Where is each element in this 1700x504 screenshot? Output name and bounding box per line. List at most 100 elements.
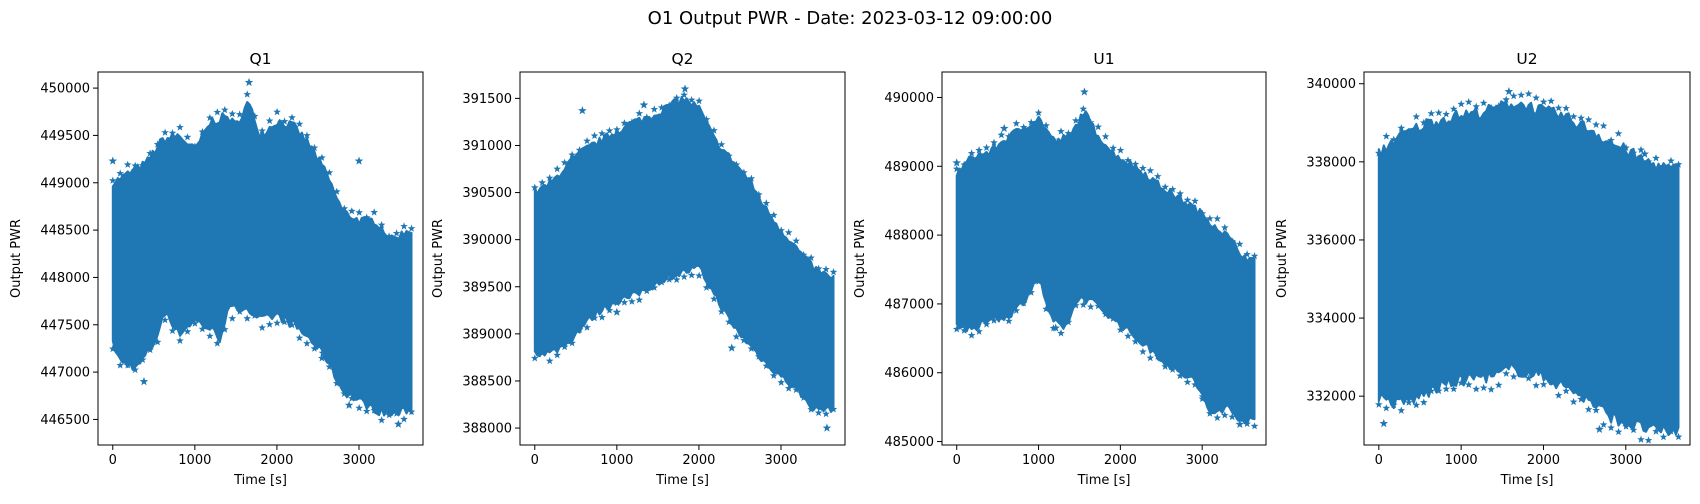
scatter-point xyxy=(1614,427,1623,436)
scatter-point xyxy=(1109,144,1117,152)
scatter-point xyxy=(1659,433,1668,441)
scatter-point xyxy=(1154,352,1162,360)
scatter-point xyxy=(288,113,296,121)
scatter-markers xyxy=(531,84,838,432)
scatter-point xyxy=(545,174,554,182)
y-tick-label: 340000 xyxy=(1306,77,1356,92)
scatter-point xyxy=(755,190,763,198)
scatter-point xyxy=(243,90,251,98)
scatter-point xyxy=(1640,149,1649,158)
scatter-point xyxy=(348,394,356,402)
scatter-point xyxy=(643,113,651,121)
scatter-markers xyxy=(952,87,1259,430)
scatter-point xyxy=(578,106,587,115)
scatter-point xyxy=(1161,183,1169,191)
scatter-point xyxy=(221,325,229,333)
scatter-point xyxy=(1629,426,1638,434)
scatter-point xyxy=(1034,277,1043,285)
scatter-point xyxy=(1243,419,1251,428)
scatter-point xyxy=(672,275,681,283)
scatter-point xyxy=(1146,166,1155,174)
scatter-point xyxy=(1228,237,1236,245)
subplot-title: U1 xyxy=(1093,50,1114,68)
scatter-point xyxy=(1198,209,1207,217)
scatter-point xyxy=(1086,302,1095,311)
y-tick-label: 447000 xyxy=(40,366,90,381)
scatter-point xyxy=(348,207,356,215)
scatter-point xyxy=(1154,172,1162,180)
scatter-point xyxy=(1427,387,1436,395)
scatter-point xyxy=(1057,127,1065,135)
scatter-point xyxy=(575,146,584,154)
scatter-point xyxy=(598,129,606,137)
scatter-point xyxy=(1146,354,1155,362)
scatter-point xyxy=(303,339,311,347)
scatter-point xyxy=(213,339,222,347)
scatter-point xyxy=(952,158,961,167)
scatter-point xyxy=(1509,372,1518,380)
scatter-point xyxy=(1206,409,1214,417)
scatter-point xyxy=(1131,337,1140,345)
scatter-point xyxy=(695,271,703,279)
scatter-point xyxy=(982,143,991,151)
y-tick-label: 485000 xyxy=(884,435,934,450)
scatter-point xyxy=(1191,197,1199,205)
scatter-point xyxy=(583,323,591,331)
scatter-point xyxy=(1449,385,1458,393)
scatter-point xyxy=(123,160,132,168)
scatter-point xyxy=(258,126,266,135)
scatter-point xyxy=(1659,162,1668,170)
scatter-point xyxy=(280,117,289,125)
scatter-point xyxy=(1622,143,1630,151)
scatter-point xyxy=(777,226,785,234)
scatter-point xyxy=(235,110,244,118)
scatter-point xyxy=(273,108,281,116)
scatter-point xyxy=(333,379,341,387)
scatter-point xyxy=(344,400,354,409)
y-axis-label: Output PWR xyxy=(1275,219,1290,298)
scatter-point xyxy=(318,354,326,362)
x-tick-label: 0 xyxy=(531,453,539,468)
y-tick-label: 332000 xyxy=(1306,390,1356,405)
scatter-point xyxy=(1479,383,1488,392)
scatter-point xyxy=(1479,99,1488,107)
scatter-point xyxy=(1569,397,1578,406)
scatter-point xyxy=(1577,395,1585,403)
axes-frame xyxy=(519,71,846,446)
x-tick-label: 3000 xyxy=(342,453,375,468)
scatter-point xyxy=(1562,104,1570,112)
scatter-point xyxy=(665,275,673,283)
scatter-point xyxy=(318,153,326,161)
scatter-point xyxy=(1397,124,1406,132)
scatter-point xyxy=(807,253,815,262)
scatter-point xyxy=(161,128,169,136)
scatter-point xyxy=(1101,132,1110,140)
x-axis-label: Time [s] xyxy=(233,473,287,488)
scatter-point xyxy=(553,351,561,359)
scatter-point xyxy=(1592,406,1600,414)
data-series xyxy=(1375,87,1683,444)
scatter-point xyxy=(1086,118,1095,126)
scatter-point xyxy=(385,411,393,419)
scatter-point xyxy=(650,283,659,291)
x-tick-label: 1000 xyxy=(178,453,211,468)
scatter-point xyxy=(635,109,644,117)
scatter-point xyxy=(1124,156,1132,164)
scatter-point xyxy=(1457,379,1465,387)
scatter-point xyxy=(702,283,711,291)
scatter-point xyxy=(1584,115,1593,123)
scatter-point xyxy=(310,143,319,152)
scatter-point xyxy=(340,204,349,212)
scatter-point xyxy=(131,365,139,374)
scatter-point xyxy=(385,232,393,240)
scatter-point xyxy=(228,314,237,322)
subplot-q2: 0 1000 2000 3000 388000 388500 389000 389500 390… xyxy=(431,50,846,488)
scatter-point xyxy=(394,419,403,428)
scatter-point xyxy=(1213,214,1222,222)
scatter-point xyxy=(695,96,703,105)
scatter-point xyxy=(1532,381,1540,389)
scatter-markers xyxy=(108,77,416,428)
axes-frame xyxy=(97,71,424,446)
scatter-point xyxy=(657,103,666,111)
scatter-point xyxy=(1221,411,1229,419)
